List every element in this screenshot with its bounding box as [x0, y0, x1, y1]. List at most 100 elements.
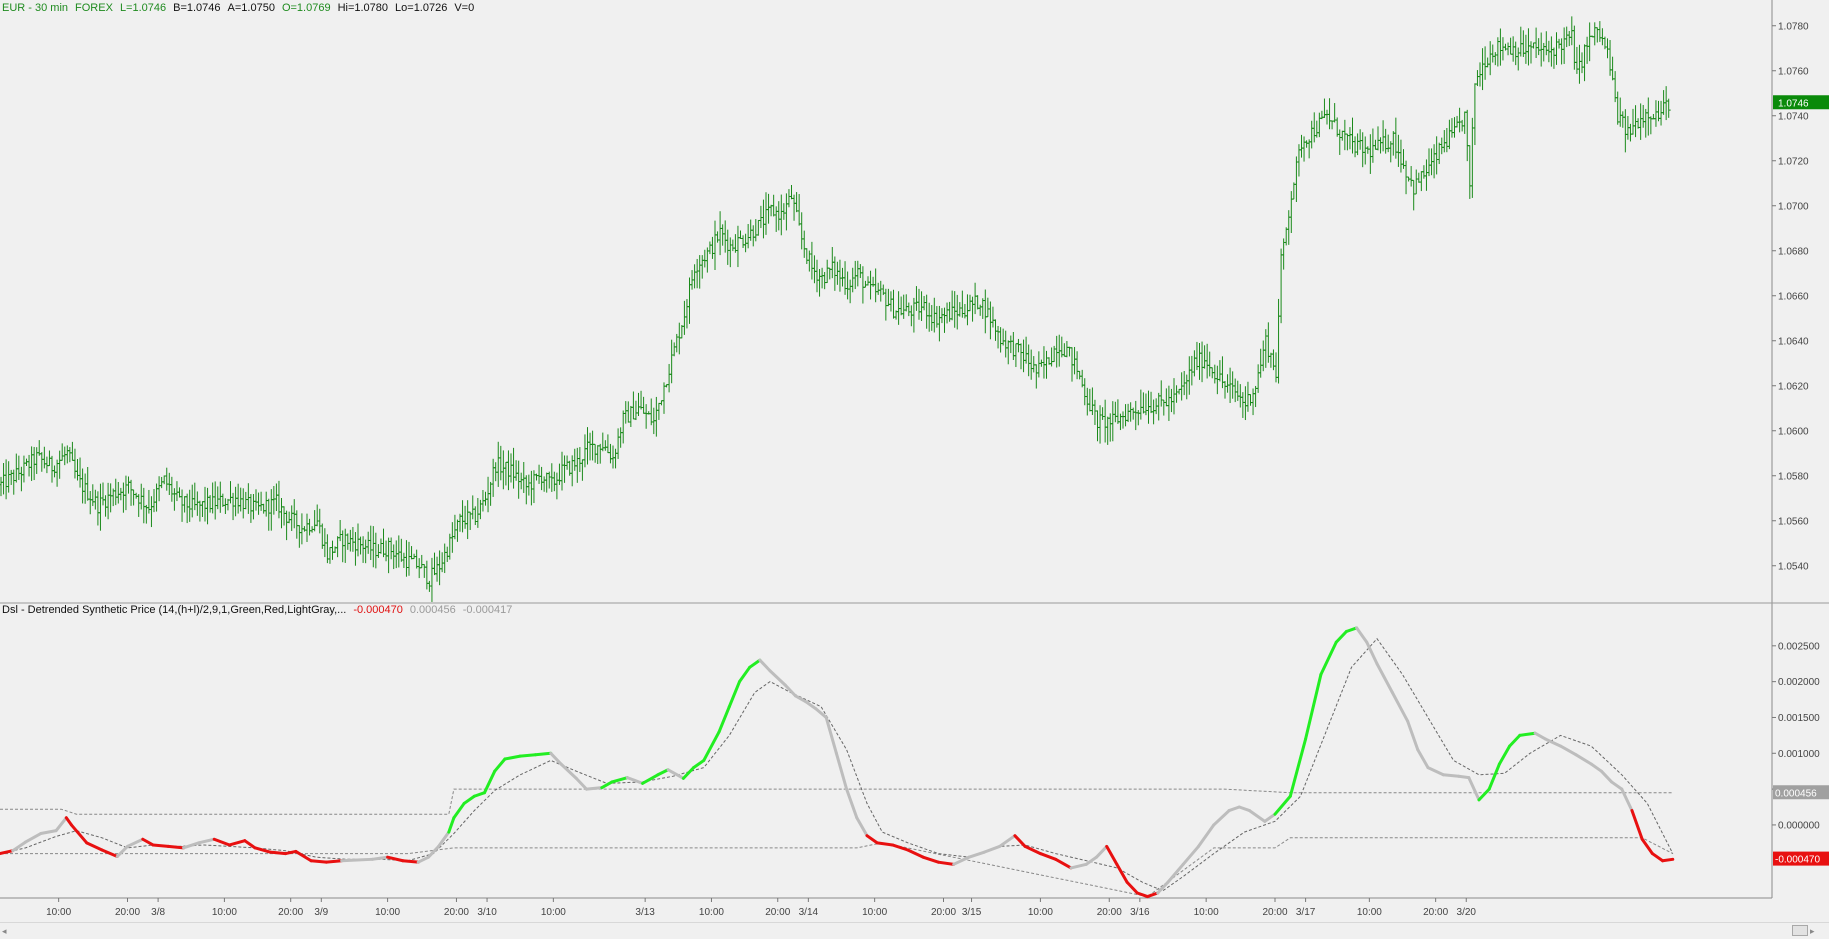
price-bar	[241, 488, 246, 519]
price-bar	[174, 481, 179, 502]
price-bar	[152, 488, 156, 513]
upper-value-marker-label: 0.000456	[1775, 788, 1817, 799]
price-bar	[98, 483, 103, 531]
dsp-segment	[1344, 626, 1359, 633]
price-bar	[1159, 380, 1164, 407]
low-price: Lo=1.0726	[395, 2, 448, 14]
price-bar	[1100, 407, 1105, 420]
scroll-left-icon[interactable]: ◂	[2, 926, 7, 936]
dsp-segment	[641, 773, 660, 785]
horizontal-scrollbar[interactable]: ◂ ▸	[0, 922, 1829, 939]
price-bar	[470, 495, 475, 520]
price-bar	[1330, 120, 1335, 130]
price-bar	[876, 282, 881, 295]
price-bar	[330, 540, 335, 560]
price-bar	[1551, 47, 1556, 69]
price-bar	[101, 482, 105, 506]
price-bar	[134, 492, 139, 499]
price-bar	[939, 308, 944, 324]
price-bar	[1256, 364, 1261, 393]
price-bar	[1574, 46, 1579, 74]
dsp-segment	[1533, 731, 1547, 741]
dsp-segment	[1457, 774, 1471, 780]
price-bar	[1347, 127, 1352, 150]
price-bar	[1360, 132, 1365, 168]
dsp-segment	[518, 753, 537, 758]
scroll-right-icon[interactable]: ▸	[1810, 926, 1815, 936]
price-bar	[1003, 330, 1008, 358]
price-bar	[378, 538, 383, 554]
price-bar	[633, 400, 638, 421]
price-bar	[440, 552, 445, 573]
price-bar	[203, 486, 207, 522]
price-bar	[305, 513, 309, 542]
price-bar	[164, 467, 169, 491]
price-bar	[1041, 346, 1046, 379]
price-bar	[180, 489, 185, 522]
scroll-thumb[interactable]	[1792, 925, 1808, 936]
price-bar	[873, 268, 878, 303]
dsp-segment	[1023, 844, 1042, 856]
price-bar	[1373, 139, 1378, 150]
price-bar	[858, 264, 863, 279]
dsp-segment	[865, 834, 879, 845]
price-bar	[404, 540, 409, 577]
price-bar	[1220, 356, 1225, 389]
price-bar	[993, 319, 998, 341]
price-bar	[478, 499, 483, 520]
price-bar	[149, 496, 154, 528]
price-bar	[294, 510, 299, 539]
price-bar	[1192, 350, 1197, 377]
dsp-segment	[1248, 809, 1267, 823]
y-tick-label: 1.0760	[1778, 66, 1809, 77]
price-bar	[1202, 345, 1207, 369]
price-bar	[1085, 387, 1090, 416]
dsp-segment	[0, 849, 15, 856]
price-bar	[832, 256, 837, 291]
price-bar	[422, 564, 427, 578]
x-tick-label: 3/16	[1130, 907, 1150, 918]
price-bar	[302, 526, 307, 532]
price-bar	[460, 500, 465, 533]
dsp-segment	[1288, 737, 1308, 798]
dsp-segment	[39, 829, 58, 836]
price-bar	[118, 487, 123, 501]
price-bar	[1518, 26, 1523, 57]
price-bar	[1082, 378, 1087, 406]
price-bar	[501, 450, 506, 490]
price-bar	[315, 504, 320, 527]
price-bar	[228, 481, 233, 504]
price-bar	[519, 472, 524, 490]
price-bar	[1105, 416, 1110, 445]
price-bar	[279, 497, 284, 529]
price-bar	[381, 528, 386, 558]
price-bar	[1511, 36, 1516, 62]
price-bar	[776, 201, 781, 231]
price-bar	[613, 448, 618, 469]
x-tick-label: 10:00	[1028, 907, 1053, 918]
dsp-segment	[462, 794, 476, 805]
price-bar	[1126, 403, 1131, 423]
dsp-segment	[1263, 812, 1277, 823]
price-bar	[269, 489, 274, 531]
price-bar	[973, 282, 978, 315]
price-bar	[1628, 123, 1633, 142]
price-bar	[1503, 43, 1508, 51]
dsp-segment	[243, 839, 257, 850]
price-bar	[1646, 97, 1651, 136]
price-bar	[534, 473, 539, 481]
dsp-segment	[416, 855, 430, 864]
price-bar	[1228, 367, 1233, 403]
dsp-segment	[534, 751, 553, 757]
price-bar	[1355, 133, 1360, 156]
price-bar	[855, 260, 860, 287]
price-bar	[187, 489, 192, 522]
last-price-marker-label: 1.0746	[1778, 98, 1809, 109]
price-bar	[1194, 341, 1199, 371]
price-bar	[988, 301, 993, 340]
price-bar	[1638, 103, 1643, 140]
price-bar	[312, 510, 317, 532]
price-bar	[93, 489, 98, 510]
dsp-segment	[748, 658, 762, 669]
